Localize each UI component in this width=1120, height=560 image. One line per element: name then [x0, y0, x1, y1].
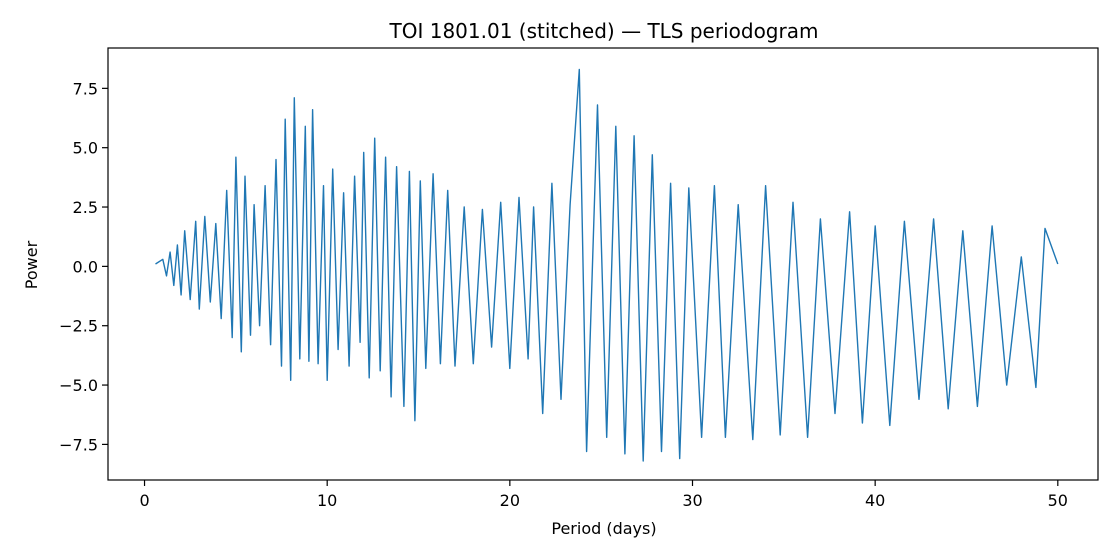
y-tick-label: −2.5	[59, 317, 98, 336]
x-tick-label: 10	[317, 491, 337, 510]
y-tick-label: 2.5	[73, 198, 98, 217]
x-tick-label: 0	[139, 491, 149, 510]
y-tick-label: 7.5	[73, 79, 98, 98]
y-axis-label: Power	[22, 240, 41, 289]
x-axis-ticks: 0 10 20 30 40 50	[139, 480, 1068, 510]
plot-area	[155, 68, 1059, 462]
x-tick-label: 40	[865, 491, 885, 510]
y-tick-label: 5.0	[73, 139, 98, 158]
x-tick-label: 30	[682, 491, 702, 510]
y-tick-label: 0.0	[73, 257, 98, 276]
axes-frame	[107, 47, 1099, 481]
chart-title: TOI 1801.01 (stitched) — TLS periodogram	[389, 19, 819, 43]
y-tick-label: −5.0	[59, 376, 98, 395]
x-axis-label: Period (days)	[551, 519, 656, 538]
y-axis-ticks: −7.5 −5.0 −2.5 0.0 2.5 5.0 7.5	[59, 79, 108, 454]
series-line-0	[155, 68, 1059, 462]
y-tick-label: −7.5	[59, 435, 98, 454]
x-tick-label: 20	[500, 491, 520, 510]
x-tick-label: 50	[1048, 491, 1068, 510]
